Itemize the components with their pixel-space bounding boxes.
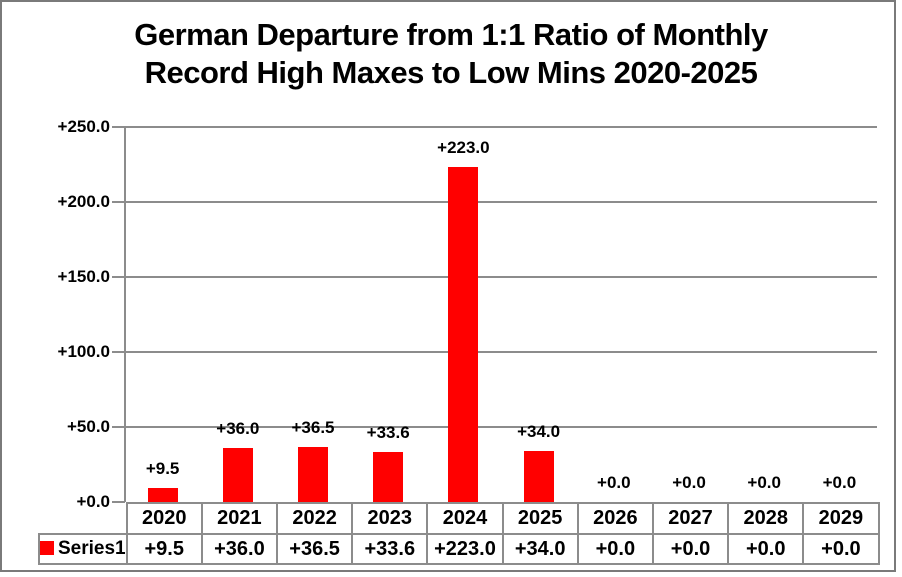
category-cell-2026: 2026 (576, 502, 654, 535)
bar-value-label-2022: +36.5 (291, 418, 335, 437)
gridline (125, 351, 877, 353)
y-axis-tick-label: +100.0 (57, 342, 110, 361)
y-axis-tick-mark (112, 351, 125, 353)
y-axis-tick-mark (112, 501, 125, 503)
y-axis-tick-label: +200.0 (57, 192, 110, 211)
value-cell-2026: +0.0 (576, 533, 654, 565)
bar-2022 (298, 447, 328, 502)
category-cell-2024: 2024 (426, 502, 504, 535)
value-cell-2022: +36.5 (275, 533, 354, 565)
chart-title-line-2: Record High Maxes to Low Mins 2020-2025 (144, 55, 758, 90)
chart-title-line-1: German Departure from 1:1 Ratio of Month… (134, 17, 768, 52)
legend-swatch-icon (40, 541, 54, 555)
chart-title: German Departure from 1:1 Ratio of Month… (0, 16, 902, 92)
category-cell-2021: 2021 (200, 502, 279, 535)
value-cell-2024: +223.0 (426, 533, 504, 565)
category-cell-2023: 2023 (351, 502, 429, 535)
bar-2020 (147, 488, 178, 502)
y-axis-tick-label: +0.0 (76, 492, 110, 511)
bar-value-label-2025: +34.0 (517, 422, 561, 441)
bar-2025 (523, 451, 554, 502)
value-cell-2021: +36.0 (200, 533, 279, 565)
bar-value-label-2028: +0.0 (747, 473, 781, 492)
value-cell-2028: +0.0 (727, 533, 805, 565)
bar-value-label-2027: +0.0 (672, 473, 706, 492)
y-axis-tick-mark (112, 126, 125, 128)
bar-2023 (373, 452, 404, 502)
legend-label: Series1 (58, 538, 126, 559)
y-axis-tick-mark (112, 426, 125, 428)
gridline (125, 426, 877, 428)
bar-value-label-2024: +223.0 (437, 138, 490, 157)
bar-2024 (448, 167, 479, 502)
bar-value-label-2020: +9.5 (145, 459, 180, 478)
bar-value-label-2021: +36.0 (216, 419, 260, 438)
category-cell-2020: 2020 (125, 502, 203, 535)
gridline (125, 276, 877, 278)
value-cell-2023: +33.6 (351, 533, 429, 565)
value-cell-2029: +0.0 (802, 533, 880, 565)
gridline (125, 126, 877, 128)
y-axis-line (124, 127, 126, 502)
y-axis-tick-mark (112, 276, 125, 278)
category-cell-2022: 2022 (275, 502, 354, 535)
y-axis-tick-label: +150.0 (57, 267, 110, 286)
value-cell-2020: +9.5 (125, 533, 203, 565)
value-cell-2027: +0.0 (651, 533, 730, 565)
bar-value-label-2026: +0.0 (597, 473, 631, 492)
category-cell-2025: 2025 (501, 502, 579, 535)
bar-2021 (222, 448, 253, 502)
y-axis-tick-mark (112, 201, 125, 203)
y-axis-tick-label: +50.0 (66, 417, 110, 436)
chart-data-table: 2020 2021 2022 2023 2024 2025 2026 2027 2028 2029… (38, 502, 880, 565)
category-cell-2029: 2029 (802, 502, 880, 535)
gridline (125, 201, 877, 203)
bar-value-label-2029: +0.0 (822, 473, 857, 492)
category-cell-2028: 2028 (727, 502, 805, 535)
y-axis-tick-label: +250.0 (57, 117, 110, 136)
category-cell-2027: 2027 (651, 502, 730, 535)
table-blank-corner-cell (39, 503, 127, 534)
value-cell-2025: +34.0 (501, 533, 579, 565)
legend-cell-series1: Series1 (38, 533, 128, 565)
bar-value-label-2023: +33.6 (366, 423, 410, 442)
